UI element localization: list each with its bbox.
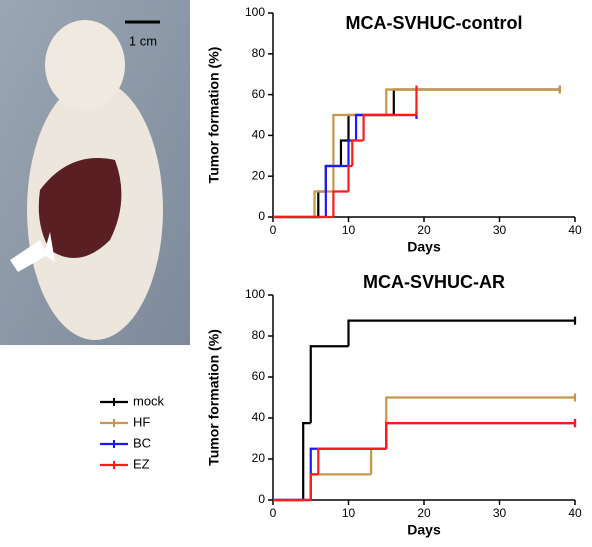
x-tick-label: 0	[270, 506, 277, 520]
step-segment	[351, 139, 364, 166]
x-tick-label: 10	[342, 506, 356, 520]
legend-label: HF	[133, 414, 150, 429]
step-segment	[313, 190, 334, 217]
step-segment	[392, 88, 560, 115]
step-segment	[317, 190, 326, 217]
y-tick-label: 60	[252, 369, 266, 383]
legend-label: EZ	[133, 456, 150, 471]
x-tick-label: 20	[417, 223, 431, 237]
y-tick-label: 20	[252, 451, 266, 465]
x-tick-label: 30	[493, 223, 507, 237]
x-tick-label: 10	[342, 223, 356, 237]
chart-title: MCA-SVHUC-control	[346, 13, 523, 33]
x-tick-label: 20	[417, 506, 431, 520]
step-segment	[347, 319, 575, 347]
step-segment	[339, 139, 349, 166]
step-segment	[317, 447, 387, 475]
y-tick-label: 20	[252, 168, 266, 182]
y-tick-label: 60	[252, 87, 266, 101]
step-segment	[385, 422, 575, 449]
chart-title: MCA-SVHUC-AR	[363, 272, 505, 292]
photo: 1 cm	[0, 0, 190, 345]
y-axis-label: Tumor formation (%)	[206, 329, 222, 466]
y-tick-label: 80	[252, 328, 266, 342]
step-segment	[362, 113, 417, 141]
y-tick-label: 80	[252, 46, 266, 60]
step-segment	[370, 447, 387, 475]
legend-label: mock	[133, 393, 165, 408]
x-axis-label: Days	[407, 522, 441, 538]
y-tick-label: 100	[245, 287, 265, 301]
step-segment	[302, 422, 311, 500]
x-tick-label: 40	[568, 223, 582, 237]
step-segment	[332, 190, 349, 217]
legend-label: BC	[133, 435, 151, 450]
x-axis-label: Days	[407, 239, 441, 255]
step-segment	[309, 473, 319, 500]
y-tick-label: 40	[252, 410, 266, 424]
y-tick-label: 100	[245, 5, 265, 19]
x-tick-label: 0	[270, 223, 277, 237]
x-tick-label: 30	[493, 506, 507, 520]
y-tick-label: 40	[252, 128, 266, 142]
y-tick-label: 0	[258, 209, 265, 223]
y-axis-label: Tumor formation (%)	[206, 47, 222, 184]
x-tick-label: 40	[568, 506, 582, 520]
step-segment	[354, 113, 417, 141]
step-segment	[309, 473, 372, 500]
step-segment	[347, 164, 353, 192]
scale-bar-label: 1 cm	[129, 33, 157, 48]
step-segment	[324, 164, 349, 217]
step-segment	[309, 345, 349, 424]
y-tick-label: 0	[258, 492, 265, 506]
step-segment	[385, 422, 575, 449]
step-segment	[385, 88, 560, 115]
